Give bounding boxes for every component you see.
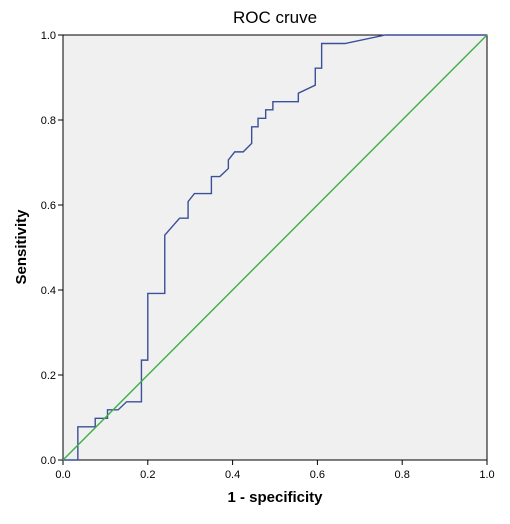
chart-title: ROC cruve: [233, 8, 317, 27]
y-tick-label: 0.4: [41, 285, 56, 297]
roc-curve-line: [63, 34, 487, 461]
y-tick-label: 1.0: [41, 30, 56, 42]
y-tick-label: 0.0: [41, 455, 56, 467]
x-tick-label: 1.0: [479, 469, 494, 481]
axis-ticks: 0.0 0.2 0.4 0.6 0.8 1.0 0.0 0.2 0.4 0.6 0.8 1.0: [41, 30, 495, 481]
x-tick-label: 0.8: [395, 469, 410, 481]
reference-diagonal-line: [62, 34, 488, 461]
x-axis-label: 1 - specificity: [227, 489, 323, 506]
y-tick-label: 0.2: [41, 370, 56, 382]
x-tick-label: 0.6: [310, 469, 325, 481]
x-tick-label: 0.2: [140, 469, 155, 481]
x-tick-label: 0.0: [55, 469, 70, 481]
y-tick-label: 0.8: [41, 115, 56, 127]
series-group: [62, 34, 488, 461]
y-tick-label: 0.6: [41, 200, 56, 212]
x-tick-label: 0.4: [225, 469, 240, 481]
y-axis-label: Sensitivity: [13, 209, 30, 285]
